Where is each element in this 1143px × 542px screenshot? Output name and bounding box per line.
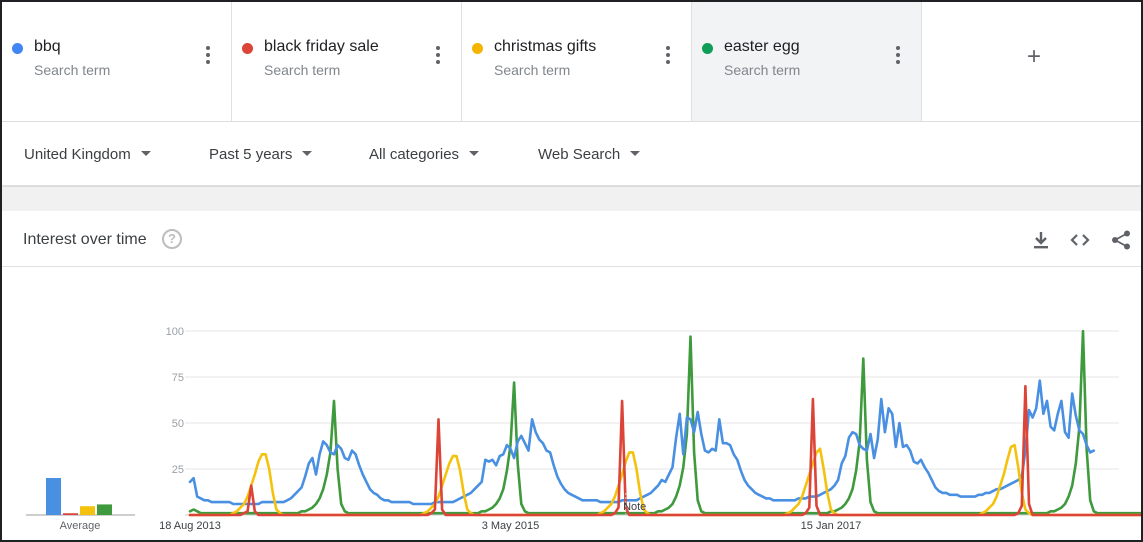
time-range-dropdown[interactable]: Past 5 years <box>209 146 313 163</box>
plus-icon: + <box>1027 43 1042 70</box>
share-icon[interactable] <box>1110 229 1132 251</box>
search-type-dropdown[interactable]: Web Search <box>538 146 641 163</box>
search-term-name: black friday sale <box>264 38 379 55</box>
category-dropdown[interactable]: All categories <box>369 146 480 163</box>
series-color-dot <box>702 43 713 54</box>
category-value: All categories <box>369 146 460 163</box>
filters-bar: United Kingdom Past 5 years All categori… <box>2 122 1141 186</box>
search-term-card-bbq[interactable]: bbq Search term <box>2 2 232 121</box>
more-options-icon[interactable] <box>205 46 211 66</box>
more-options-icon[interactable] <box>895 46 901 66</box>
card-header: Interest over time ? <box>2 211 1141 267</box>
search-type-value: Web Search <box>538 146 621 163</box>
search-term-name: easter egg <box>724 38 800 55</box>
more-options-icon[interactable] <box>665 46 671 66</box>
time-range-value: Past 5 years <box>209 146 293 163</box>
search-term-type: Search term <box>724 62 801 78</box>
search-term-card-christmas-gifts[interactable]: christmas gifts Search term <box>462 2 692 121</box>
interest-over-time-card: Interest over time ? <box>2 211 1141 540</box>
region-dropdown[interactable]: United Kingdom <box>24 146 151 163</box>
search-terms-bar: bbq Search term black friday sale Search… <box>2 2 1141 122</box>
region-value: United Kingdom <box>24 146 131 163</box>
search-term-type: Search term <box>494 62 571 78</box>
help-icon[interactable]: ? <box>162 229 182 249</box>
series-color-dot <box>242 43 253 54</box>
series-color-dot <box>472 43 483 54</box>
search-term-name: christmas gifts <box>494 38 597 55</box>
search-term-type: Search term <box>264 62 341 78</box>
search-term-card-easter-egg[interactable]: easter egg Search term <box>692 2 922 121</box>
download-icon[interactable] <box>1030 229 1052 251</box>
dropdown-arrow-icon <box>630 150 641 156</box>
dropdown-arrow-icon <box>140 150 151 156</box>
dropdown-arrow-icon <box>302 150 313 156</box>
card-title: Interest over time <box>23 231 147 248</box>
series-color-dot <box>12 43 23 54</box>
embed-code-icon[interactable] <box>1069 229 1091 251</box>
add-comparison-button[interactable]: + <box>922 2 1141 121</box>
search-term-card-black-friday-sale[interactable]: black friday sale Search term <box>232 2 462 121</box>
more-options-icon[interactable] <box>435 46 441 66</box>
section-gap <box>2 187 1141 211</box>
search-term-type: Search term <box>34 62 111 78</box>
dropdown-arrow-icon <box>469 150 480 156</box>
search-term-name: bbq <box>34 38 61 55</box>
